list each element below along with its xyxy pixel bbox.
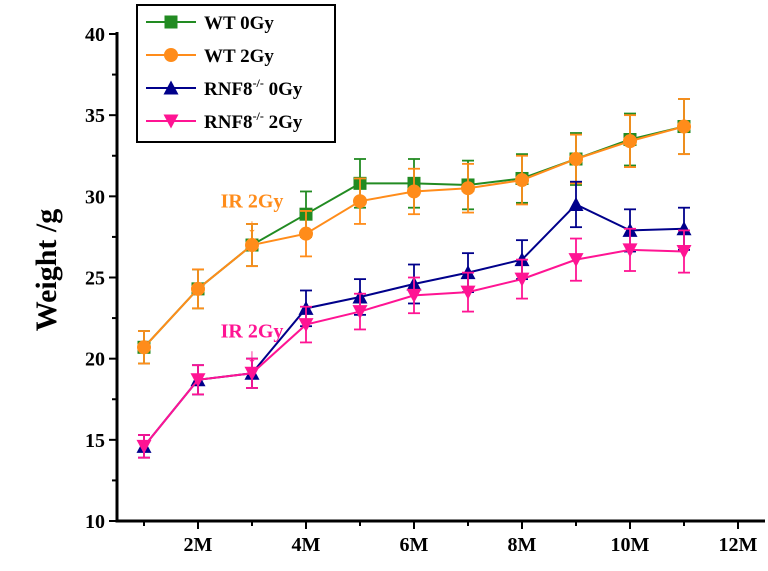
legend: WT 0Gy WT 2Gy RNF8-/- 0Gy RNF8-/- 2Gy (136, 4, 336, 143)
data-point (568, 253, 584, 268)
data-point (461, 181, 475, 196)
series-1 (137, 98, 691, 365)
data-point (515, 173, 529, 188)
legend-label: RNF8-/- 0Gy (204, 76, 303, 100)
legend-item-0: WT 0Gy (146, 13, 274, 34)
data-point (514, 272, 530, 287)
legend-marker (163, 114, 179, 129)
data-point (406, 288, 422, 303)
x-tick-label: 8M (508, 534, 537, 556)
y-tick-label: 40 (85, 24, 105, 46)
data-point (677, 119, 691, 134)
x-tick-label: 2M (184, 534, 213, 556)
data-point (190, 373, 206, 388)
data-point (407, 184, 421, 199)
data-point (353, 194, 367, 209)
data-point (136, 439, 152, 454)
data-point (299, 226, 313, 241)
axes: 2M 4M 6M 8M 10M 12M 10 15 20 25 30 35 40 (85, 24, 765, 556)
x-tick-label: 4M (292, 534, 321, 556)
annotations: IR 2Gy ↓ IR 2Gy ↓ (221, 191, 284, 368)
y-tick-label: 25 (85, 268, 105, 290)
legend-marker (164, 48, 178, 62)
x-tick-label: 6M (400, 534, 429, 556)
legend-label: WT 2Gy (204, 46, 274, 67)
data-point (298, 318, 314, 333)
y-tick-label: 15 (85, 430, 105, 452)
annotation-label: IR 2Gy (221, 191, 284, 213)
legend-marker (163, 80, 179, 95)
legend-label: WT 0Gy (204, 13, 274, 34)
y-tick-label: 20 (85, 349, 105, 371)
annotation-label: IR 2Gy (221, 321, 284, 343)
legend-label: RNF8-/- 2Gy (204, 109, 303, 133)
y-axis-ticks: 10 15 20 25 30 35 40 (85, 24, 117, 533)
annotation-arrow: ↓ (247, 346, 257, 368)
annotation-arrow: ↓ (247, 216, 257, 238)
data-point (244, 366, 260, 381)
data-point (676, 221, 692, 236)
x-axis-ticks: 2M 4M 6M 8M 10M 12M (143, 521, 758, 556)
legend-item-1: WT 2Gy (146, 46, 274, 67)
legend-item-3: RNF8-/- 2Gy (146, 109, 303, 133)
data-point (460, 285, 476, 300)
data-point (568, 196, 584, 211)
series-layer (136, 98, 692, 459)
y-tick-label: 35 (85, 105, 105, 127)
y-axis-title: Weight /g (30, 209, 63, 332)
x-tick-label: 10M (611, 534, 650, 556)
y-tick-label: 30 (85, 186, 105, 208)
data-point (137, 340, 151, 355)
x-tick-label: 12M (719, 534, 758, 556)
data-point (676, 245, 692, 260)
legend-marker (164, 15, 178, 29)
data-point (245, 238, 259, 253)
data-point (623, 134, 637, 149)
data-point (191, 281, 205, 296)
series-3 (136, 227, 692, 459)
data-point (352, 305, 368, 320)
y-tick-label: 10 (85, 511, 105, 533)
data-point (569, 151, 583, 166)
legend-items: WT 0Gy WT 2Gy RNF8-/- 0Gy RNF8-/- 2Gy (146, 13, 303, 133)
legend-item-2: RNF8-/- 0Gy (146, 76, 303, 100)
data-point (622, 243, 638, 258)
